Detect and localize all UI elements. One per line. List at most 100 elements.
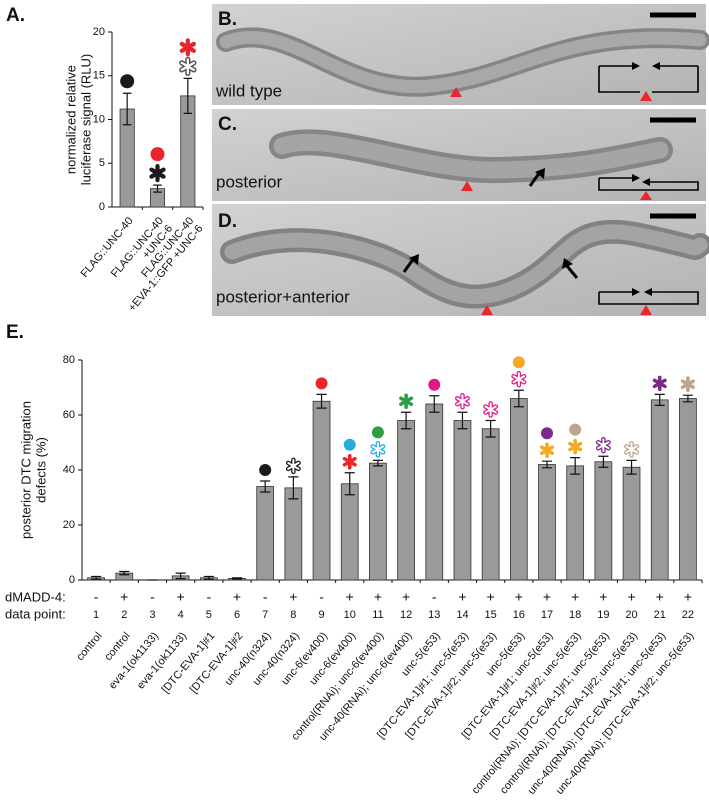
bar (284, 487, 303, 581)
worm-body (224, 224, 708, 305)
row-value: 18 (569, 609, 581, 621)
error-bar (401, 411, 412, 430)
significance-marker (680, 376, 695, 392)
y-tick-label: 20 (63, 519, 75, 531)
bar (369, 462, 387, 581)
row-value: 4 (178, 609, 184, 621)
row-label: dMADD-4: (5, 589, 66, 604)
significance-marker-inner (597, 438, 610, 453)
significance-marker (428, 378, 441, 391)
row-value: 15 (485, 609, 497, 621)
row-value: + (402, 589, 410, 605)
vulva-marker (640, 191, 652, 200)
error-bar (316, 393, 327, 409)
y-tick-label: 0 (99, 201, 105, 213)
row-value: + (177, 589, 185, 605)
error-bar (429, 395, 440, 413)
row-value: 20 (625, 609, 637, 621)
significance-marker-inner (484, 402, 497, 417)
row-value: + (374, 589, 382, 605)
significance-marker (150, 147, 165, 162)
row-value: - (432, 589, 437, 605)
error-bar (485, 419, 496, 438)
vulva-marker (481, 305, 493, 315)
significance-marker (259, 464, 272, 476)
vulva-marker (450, 87, 462, 97)
bar (256, 486, 275, 581)
significance-marker (120, 74, 135, 89)
row-value: 22 (682, 609, 694, 621)
row-value: - (206, 589, 211, 605)
x-tick-label-group: control (74, 630, 104, 663)
row-value: - (94, 589, 99, 605)
row-value: 14 (456, 609, 468, 621)
error-bar (626, 459, 637, 475)
arrow-head (562, 258, 573, 269)
vulva-marker (640, 305, 652, 315)
row-value: 9 (318, 609, 324, 621)
error-bar (457, 411, 468, 430)
significance-marker-inner (456, 394, 469, 409)
error-bar (570, 457, 581, 475)
significance-marker-inner (180, 58, 196, 75)
error-bar (175, 572, 186, 580)
row-value: 16 (513, 609, 525, 621)
vulva-marker (461, 181, 473, 191)
panel-label: D. (218, 211, 237, 232)
error-bar (654, 393, 665, 406)
y-tick-label: 0 (69, 574, 75, 586)
arrow-head (642, 178, 650, 186)
row-value: 2 (121, 609, 127, 621)
y-tick-label: 15 (93, 70, 105, 82)
significance-marker (149, 164, 166, 183)
y-tick-label: 60 (63, 409, 75, 421)
significance-marker (540, 442, 554, 458)
panel-label: A. (6, 5, 25, 26)
row-value: 17 (541, 609, 553, 621)
bar (622, 466, 641, 581)
row-value: + (458, 589, 466, 605)
error-bar (372, 459, 383, 467)
bar (481, 428, 500, 581)
row-value: + (515, 589, 523, 605)
y-axis-label: posterior DTC migration (18, 401, 33, 539)
error-bar (119, 570, 130, 576)
error-bar (513, 389, 524, 408)
row-value: 11 (372, 609, 383, 621)
bar (566, 465, 585, 581)
arrow-head (632, 174, 640, 182)
y-tick-label: 80 (63, 354, 75, 366)
row-value: + (599, 589, 607, 605)
row-value: + (289, 589, 297, 605)
panel-label: C. (218, 114, 237, 135)
row-value: 13 (428, 609, 440, 621)
panel-caption: posterior+anterior (216, 287, 350, 306)
migration-diagram (598, 65, 699, 93)
bar (397, 420, 415, 581)
row-label: data point: (5, 606, 66, 621)
row-value: + (487, 589, 495, 605)
bar (425, 403, 444, 581)
significance-marker (399, 393, 414, 410)
y-tick-label: 10 (93, 113, 105, 125)
error-bar (91, 575, 102, 580)
row-value: + (543, 589, 551, 605)
row-value: - (263, 589, 268, 605)
arrow-head (644, 288, 652, 296)
worm-body (273, 133, 669, 179)
significance-marker (569, 423, 582, 436)
x-tick-label: FLAG::UNC-40 (79, 215, 136, 280)
bar (340, 483, 359, 581)
row-value: 12 (400, 609, 412, 621)
row-value: + (120, 589, 128, 605)
error-bar (541, 460, 553, 469)
row-value: 5 (206, 609, 212, 621)
y-axis-label: luciferase signal (RLU) (78, 54, 93, 186)
row-value: 21 (654, 609, 666, 621)
panel-caption: wild type (215, 81, 282, 100)
image-panel-d: D. posterior+anterior (212, 204, 709, 316)
significance-marker (541, 427, 553, 440)
row-value: + (684, 589, 692, 605)
y-axis-label: normalized relative (63, 65, 78, 174)
arrow-head (652, 62, 660, 70)
